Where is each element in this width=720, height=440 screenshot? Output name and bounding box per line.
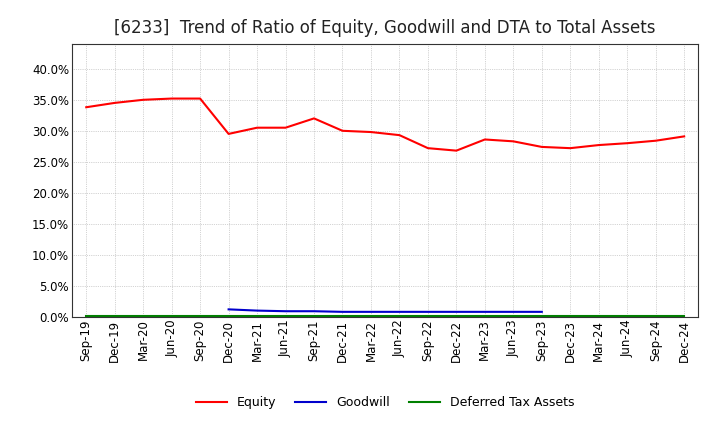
Deferred Tax Assets xyxy=(595,314,603,319)
Deferred Tax Assets xyxy=(110,314,119,319)
Deferred Tax Assets xyxy=(680,314,688,319)
Deferred Tax Assets xyxy=(139,314,148,319)
Goodwill xyxy=(509,309,518,315)
Deferred Tax Assets xyxy=(480,314,489,319)
Line: Goodwill: Goodwill xyxy=(229,309,541,312)
Goodwill xyxy=(537,309,546,315)
Equity xyxy=(310,116,318,121)
Equity xyxy=(595,143,603,148)
Legend: Equity, Goodwill, Deferred Tax Assets: Equity, Goodwill, Deferred Tax Assets xyxy=(191,391,580,414)
Deferred Tax Assets xyxy=(537,314,546,319)
Equity xyxy=(652,138,660,143)
Goodwill xyxy=(366,309,375,315)
Equity xyxy=(480,137,489,142)
Equity xyxy=(623,140,631,146)
Deferred Tax Assets xyxy=(282,314,290,319)
Deferred Tax Assets xyxy=(395,314,404,319)
Goodwill xyxy=(338,309,347,315)
Deferred Tax Assets xyxy=(452,314,461,319)
Equity xyxy=(167,96,176,101)
Goodwill xyxy=(282,308,290,314)
Title: [6233]  Trend of Ratio of Equity, Goodwill and DTA to Total Assets: [6233] Trend of Ratio of Equity, Goodwil… xyxy=(114,19,656,37)
Goodwill xyxy=(452,309,461,315)
Deferred Tax Assets xyxy=(253,314,261,319)
Equity xyxy=(196,96,204,101)
Deferred Tax Assets xyxy=(167,314,176,319)
Equity xyxy=(82,105,91,110)
Equity xyxy=(395,132,404,138)
Equity xyxy=(253,125,261,130)
Equity xyxy=(509,139,518,144)
Deferred Tax Assets xyxy=(623,314,631,319)
Equity xyxy=(423,146,432,151)
Equity xyxy=(680,134,688,139)
Deferred Tax Assets xyxy=(652,314,660,319)
Deferred Tax Assets xyxy=(338,314,347,319)
Goodwill xyxy=(423,309,432,315)
Equity xyxy=(282,125,290,130)
Deferred Tax Assets xyxy=(196,314,204,319)
Deferred Tax Assets xyxy=(566,314,575,319)
Goodwill xyxy=(253,308,261,313)
Equity xyxy=(338,128,347,133)
Deferred Tax Assets xyxy=(509,314,518,319)
Deferred Tax Assets xyxy=(423,314,432,319)
Equity xyxy=(452,148,461,153)
Equity xyxy=(537,144,546,150)
Deferred Tax Assets xyxy=(225,314,233,319)
Equity xyxy=(366,129,375,135)
Deferred Tax Assets xyxy=(310,314,318,319)
Equity xyxy=(225,131,233,136)
Equity xyxy=(566,146,575,151)
Goodwill xyxy=(480,309,489,315)
Equity xyxy=(110,100,119,106)
Goodwill xyxy=(225,307,233,312)
Deferred Tax Assets xyxy=(82,314,91,319)
Equity xyxy=(139,97,148,103)
Deferred Tax Assets xyxy=(366,314,375,319)
Line: Equity: Equity xyxy=(86,99,684,150)
Goodwill xyxy=(395,309,404,315)
Goodwill xyxy=(310,308,318,314)
